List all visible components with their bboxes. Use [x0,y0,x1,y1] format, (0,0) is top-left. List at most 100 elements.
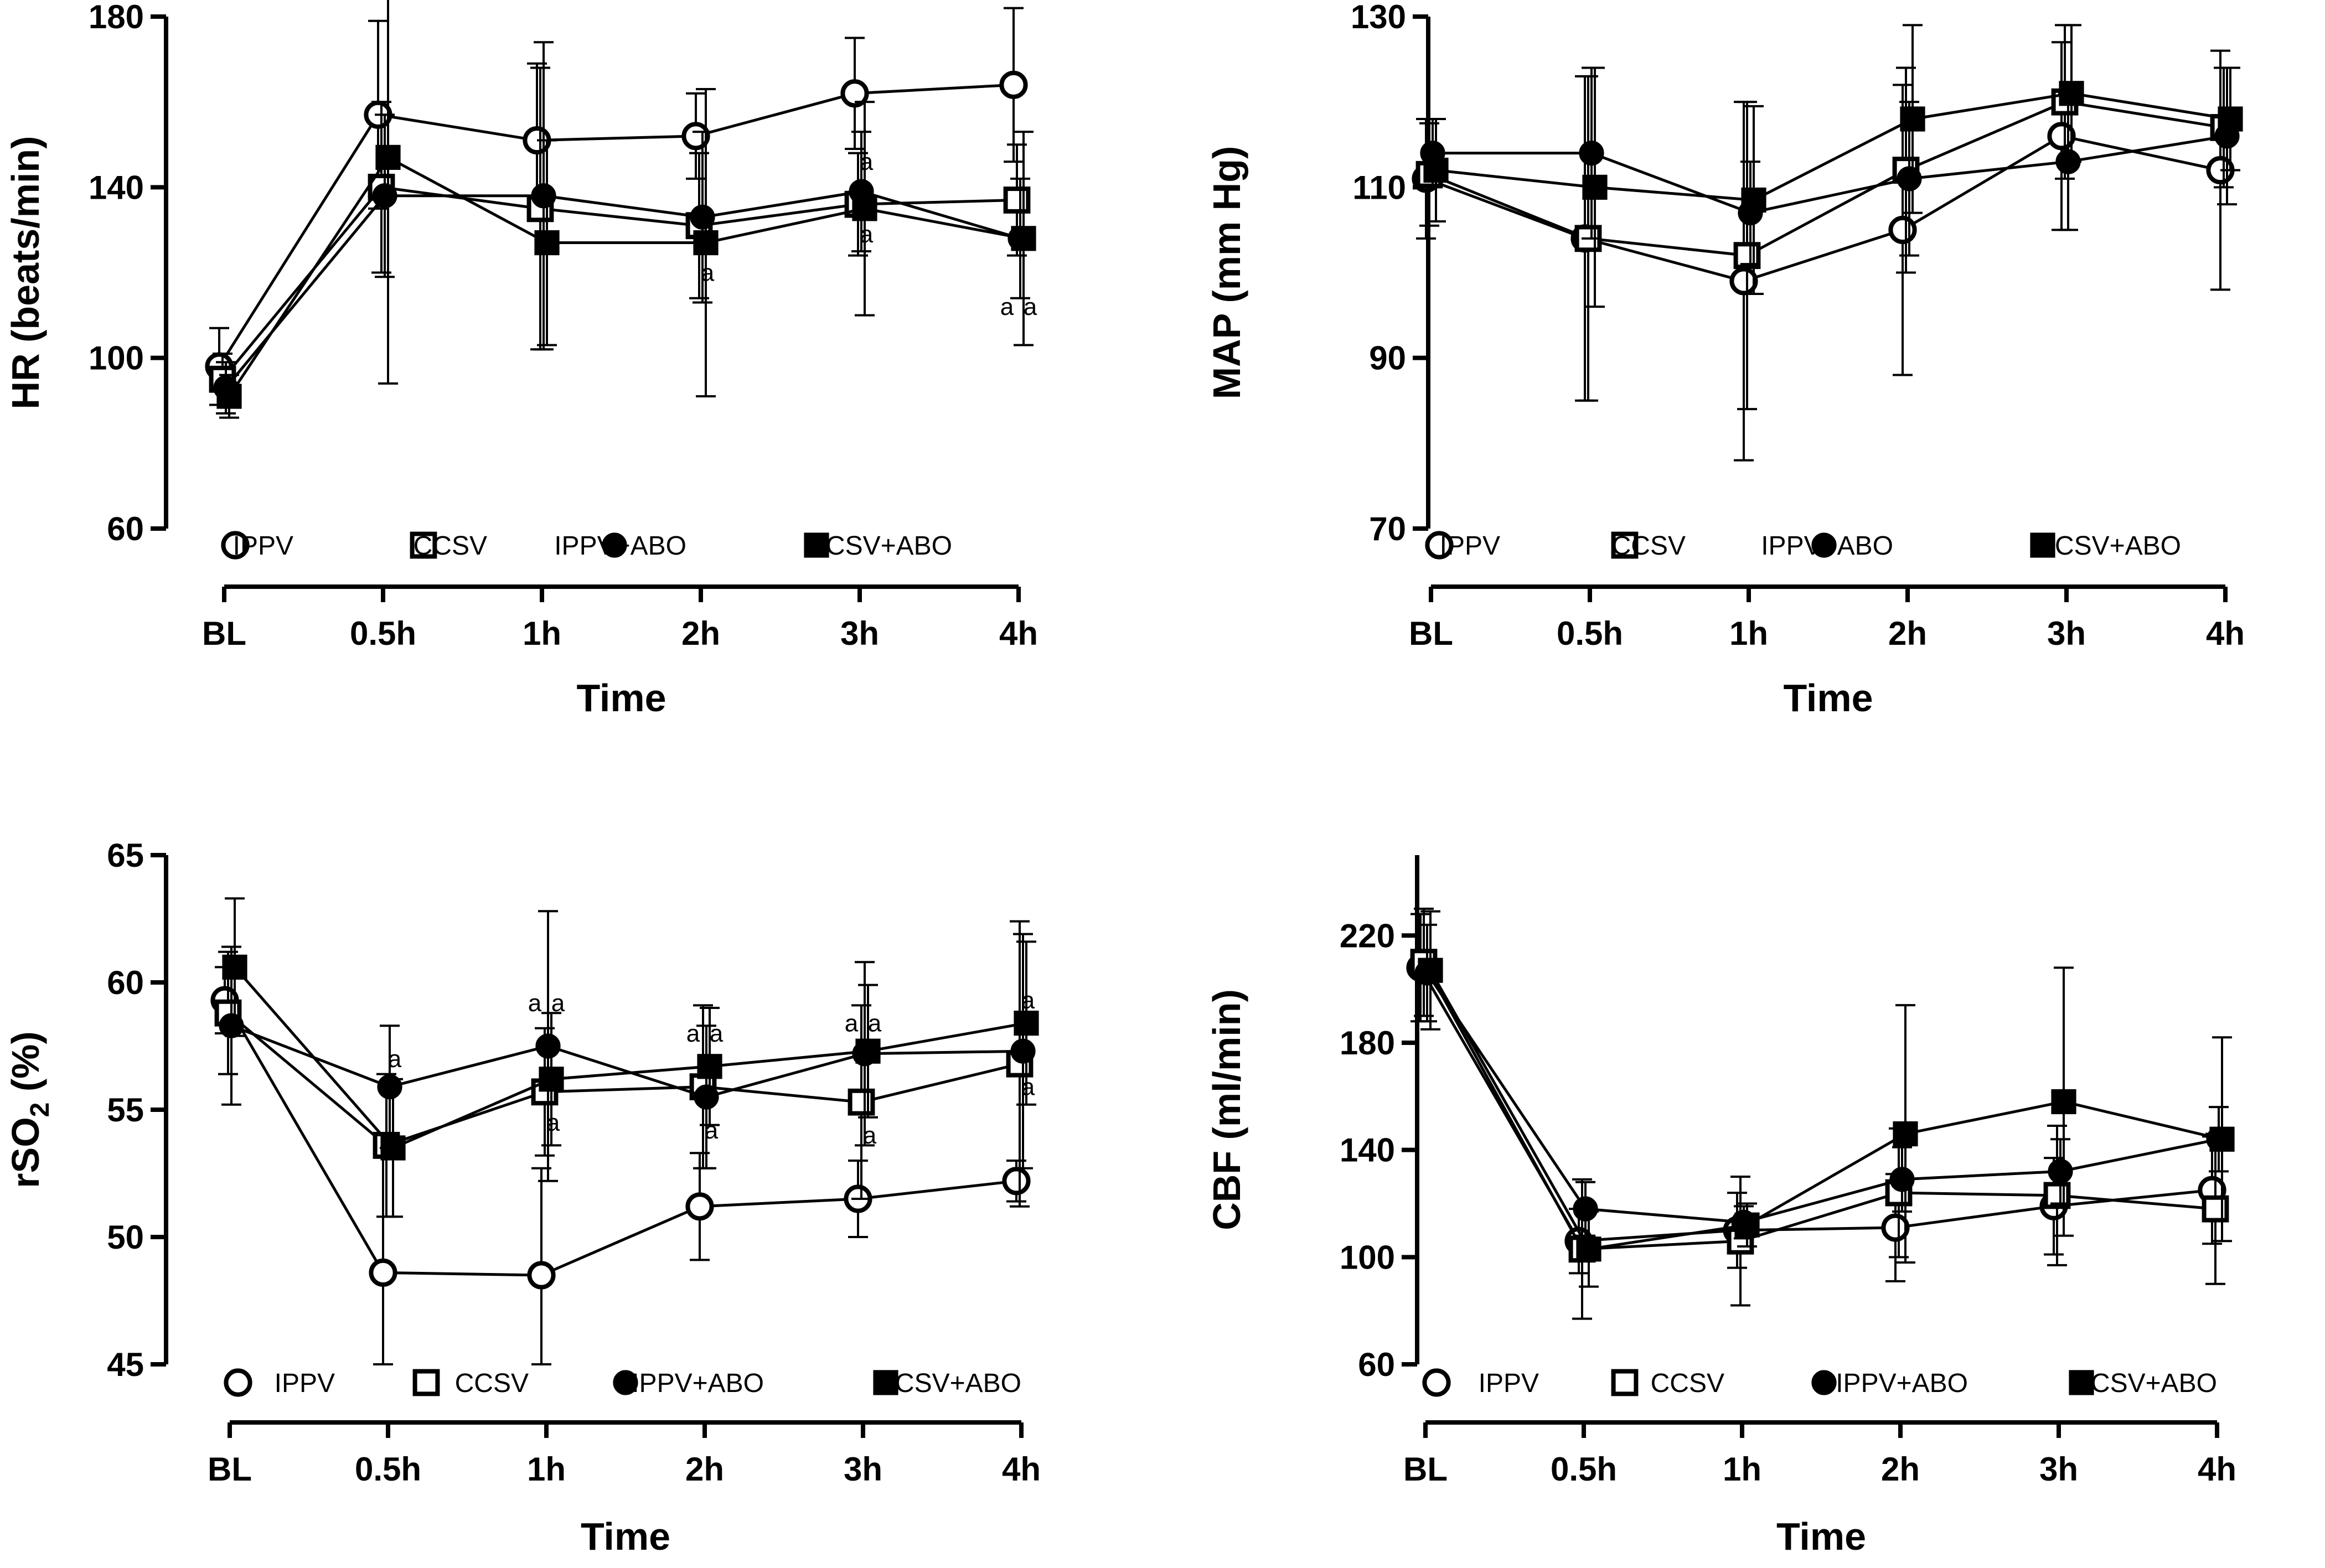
data-point [1582,174,1608,200]
data-point [697,1054,722,1079]
series-ippv-abo [213,41,1033,415]
legend-label: IPPV+ABO [632,1369,764,1398]
series-ippv-abo [1420,66,2240,266]
series-line [1419,967,2213,1243]
legend-marker [613,1370,638,1395]
y-tick-label: 50 [107,1219,144,1256]
series-line [231,1024,1024,1099]
series-ccsv-abo [222,897,1039,1218]
data-point [840,79,869,108]
series-ccsv-abo [1418,910,2235,1288]
series-ccsv-abo [216,0,1036,419]
data-point [1003,187,1031,214]
legend-label: CCSV+ABO [2035,531,2181,561]
x-tick-label: BL [202,615,246,652]
significance-label: a [686,1020,700,1047]
data-point [681,122,710,151]
series-line [228,156,1024,397]
series-ccsv-abo [1423,24,2243,308]
x-tick-label: 3h [2047,615,2086,652]
data-point [216,384,242,409]
x-tick-label: 4h [2206,615,2245,652]
y-tick-label: 100 [89,340,144,377]
data-point [1576,1236,1601,1262]
y-tick-label: 60 [107,510,144,547]
legend-item: CCSV+ABO [2030,531,2181,561]
data-point [527,1261,556,1290]
x-tick-label: 4h [999,615,1038,652]
x-tick-label: 1h [527,1451,566,1488]
legend-marker [804,532,829,558]
data-point [369,1258,397,1287]
significance-label: a [1024,293,1037,320]
y-axis-title: rSO2 (%) [4,1031,55,1188]
series-line [1425,972,2219,1224]
significance-label: a [863,1122,877,1149]
legend-marker [224,1368,252,1397]
legend-marker [1425,531,1454,560]
legend-label: IPPV+ABO [554,531,686,561]
legend-item: IPPV+ABO [613,1369,764,1398]
legend-label: IPPV+ABO [1761,531,1893,561]
series-ccsv [1410,907,2229,1320]
series-line [1422,961,2216,1251]
y-tick-label: 60 [1358,1346,1395,1383]
legend-item: CCSV+ABO [804,531,952,561]
x-tick-label: 2h [685,1451,724,1488]
data-point [219,1013,244,1038]
data-point [1002,1167,1031,1196]
data-point [380,1135,406,1161]
x-tick-label: 2h [1888,615,1927,652]
y-tick-label: 140 [89,169,144,206]
legend-label: IPPV+ABO [1836,1369,1968,1398]
data-point [531,183,556,209]
y-axis-title: HR (beats/min) [4,136,47,410]
y-tick-label: 45 [107,1346,144,1383]
series-ippv-abo [1414,923,2231,1240]
legend-marker [602,532,627,558]
data-point [1741,187,1766,213]
legend-item: IPPV [1425,531,1500,561]
data-point [1889,1167,1915,1192]
legend-label: CCSV+ABO [876,1369,1021,1398]
significance-label: a [1000,293,1014,320]
legend-marker [410,531,437,559]
legend-marker [1611,531,1639,559]
data-point [690,204,715,230]
data-point [1011,226,1036,251]
legend-label: CCSV+ABO [807,531,952,561]
y-tick-label: 110 [1352,169,1406,206]
data-point [1729,267,1758,296]
series-ccsv [214,920,1034,1218]
series-ippv [1412,41,2235,462]
data-point [1418,958,1443,983]
series-line [221,185,1017,380]
legend-label: CCSV [1612,531,1686,561]
x-tick-label: 2h [681,615,720,652]
y-tick-label: 180 [89,0,144,35]
legend-item: IPPV+ABO [1811,1369,1968,1398]
series-line [218,83,1014,368]
legend-marker [1811,532,1837,558]
series-line [227,1012,1020,1147]
legend-item: IPPV+ABO [1761,531,1893,561]
panel-hr: 60 100 140 180 HR (beats/min) BL 0.5h 1h 2h 3h 4h T… [4,0,1038,720]
legend-item: CCSV [1611,531,1686,561]
x-tick-label: 0.5h [1551,1451,1617,1488]
significance-label: a [705,1117,719,1144]
data-point [1010,1038,1036,1064]
data-point [375,144,401,170]
series-ippv [1406,913,2226,1282]
y-tick-label: 90 [1369,340,1406,377]
y-tick-label: 60 [107,964,144,1001]
x-tick-label: 3h [840,615,879,652]
significance-label: a [528,990,542,1017]
series-line [1429,100,2224,257]
series-line [225,190,1021,389]
data-point [1888,215,1917,245]
y-axis-title: MAP (mm Hg) [1205,146,1248,400]
legend-marker [2030,532,2055,558]
x-tick-label: 0.5h [355,1451,421,1488]
